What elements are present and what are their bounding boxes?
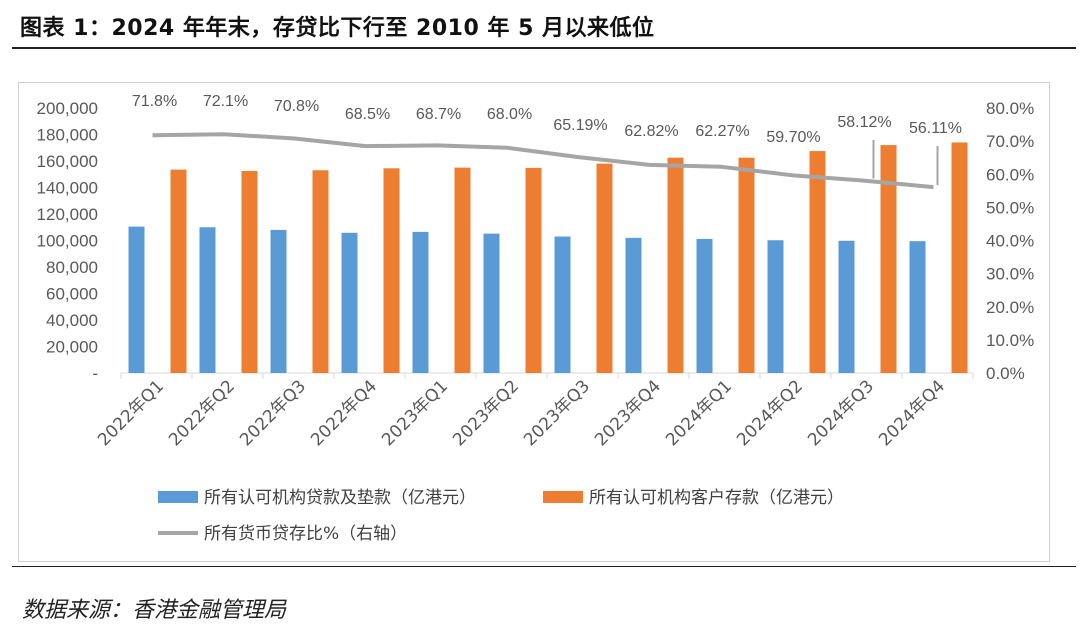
legend-swatch xyxy=(158,491,198,503)
y-left-tick-label: 40,000 xyxy=(46,311,98,330)
y-left-tick-label: 80,000 xyxy=(46,258,98,277)
deposit-bar xyxy=(383,168,400,373)
loan-bar xyxy=(199,227,216,373)
loan-deposit-ratio-line xyxy=(152,132,934,190)
deposit-bar xyxy=(667,157,684,373)
ratio-data-label: 71.8% xyxy=(132,93,177,110)
y-left-tick-label: 200,000 xyxy=(37,99,98,118)
x-tick-label: 2022年Q2 xyxy=(165,376,239,450)
ratio-data-label: 72.1% xyxy=(203,93,248,110)
legend-label: 所有认可机构客户存款（亿港元） xyxy=(589,488,844,508)
ratio-data-label: 65.19% xyxy=(553,117,607,134)
x-tick-label: 2024年Q2 xyxy=(733,376,807,450)
legend-swatch xyxy=(543,491,583,503)
y-right-tick-label: 50.0% xyxy=(986,198,1034,217)
ratio-data-label: 68.5% xyxy=(345,106,390,123)
ratio-data-label: 58.12% xyxy=(837,114,891,131)
y-left-tick-label: 60,000 xyxy=(46,285,98,304)
title-divider xyxy=(12,47,1076,49)
y-right-tick-label: 20.0% xyxy=(986,298,1034,317)
loan-bar xyxy=(341,232,358,373)
ratio-data-label: 62.27% xyxy=(695,123,749,140)
loan-bar xyxy=(838,240,855,373)
deposit-bar xyxy=(809,151,826,373)
source-note: 数据来源：香港金融管理局 xyxy=(22,598,287,623)
x-tick-label: 2022年Q1 xyxy=(94,376,168,450)
x-tick-label: 2022年Q3 xyxy=(236,376,310,450)
ratio-data-label: 70.8% xyxy=(274,98,319,115)
x-tick-label: 2023年Q2 xyxy=(449,376,523,450)
y-right-tick-label: 40.0% xyxy=(986,232,1034,251)
legend: 所有认可机构贷款及垫款（亿港元） 所有认可机构客户存款（亿港元） 所有货币贷存比%（… xyxy=(158,488,844,544)
y-right-tick-label: 80.0% xyxy=(986,99,1034,118)
y-left-tick-label: 100,000 xyxy=(37,232,98,251)
deposit-bar xyxy=(738,157,755,373)
legend-label: 所有认可机构贷款及垫款（亿港元） xyxy=(204,488,476,508)
deposit-bar xyxy=(951,142,968,373)
loan-bar xyxy=(625,237,642,373)
y-left-tick-label: 180,000 xyxy=(37,126,98,145)
y-right-tick-label: 30.0% xyxy=(986,265,1034,284)
x-tick-label: 2022年Q4 xyxy=(307,376,381,450)
loan-bar xyxy=(128,226,145,373)
deposit-bar xyxy=(525,167,542,373)
loan-bar xyxy=(909,241,926,373)
legend-label: 所有货币贷存比%（右轴） xyxy=(204,524,407,544)
x-tick-label: 2023年Q3 xyxy=(520,376,594,450)
loan-bar xyxy=(270,229,287,373)
y-right-tick-label: 60.0% xyxy=(986,165,1034,184)
deposit-bar xyxy=(880,145,897,373)
loan-bar xyxy=(483,233,500,373)
ratio-data-label: 62.82% xyxy=(624,123,678,140)
deposit-bar xyxy=(596,163,613,373)
y-left-tick-label: 20,000 xyxy=(46,338,98,357)
ratio-data-label: 68.7% xyxy=(416,106,461,123)
loan-bar xyxy=(412,231,429,373)
y-right-tick-label: 10.0% xyxy=(986,331,1034,350)
data-labels: 71.8% 72.1% 70.8% 68.5% 68.7% 68.0% 65.19% 62.8… xyxy=(132,93,962,186)
ratio-data-label: 59.70% xyxy=(766,129,820,146)
ratio-data-label: 68.0% xyxy=(487,106,532,123)
ratio-line xyxy=(152,132,934,190)
deposit-bar xyxy=(170,169,187,373)
deposit-bar xyxy=(454,167,471,373)
y-right-tick-label: 70.0% xyxy=(986,132,1034,151)
x-tick-label: 2024年Q4 xyxy=(875,376,949,450)
loan-bar xyxy=(767,240,784,373)
bars xyxy=(128,142,968,373)
ratio-data-label: 56.11% xyxy=(909,120,962,137)
y-right-tick-label: 0.0% xyxy=(986,364,1025,383)
y-left-tick-label: 160,000 xyxy=(37,152,98,171)
chart-title: 图表 1：2024 年年末，存贷比下行至 2010 年 5 月以来低位 xyxy=(20,16,655,41)
deposit-bar xyxy=(241,170,258,373)
deposit-bar xyxy=(312,170,329,373)
y-left-tick-label: - xyxy=(92,364,98,383)
source-divider xyxy=(12,566,1076,567)
x-tick-label: 2024年Q3 xyxy=(804,376,878,450)
x-tick-label: 2023年Q4 xyxy=(591,376,665,450)
x-tick-label: 2023年Q1 xyxy=(378,376,452,450)
y-left-tick-label: 140,000 xyxy=(37,179,98,198)
loan-bar xyxy=(554,236,571,373)
loan-bar xyxy=(696,238,713,373)
x-tick-label: 2024年Q1 xyxy=(662,376,736,450)
y-left-tick-label: 120,000 xyxy=(37,205,98,224)
